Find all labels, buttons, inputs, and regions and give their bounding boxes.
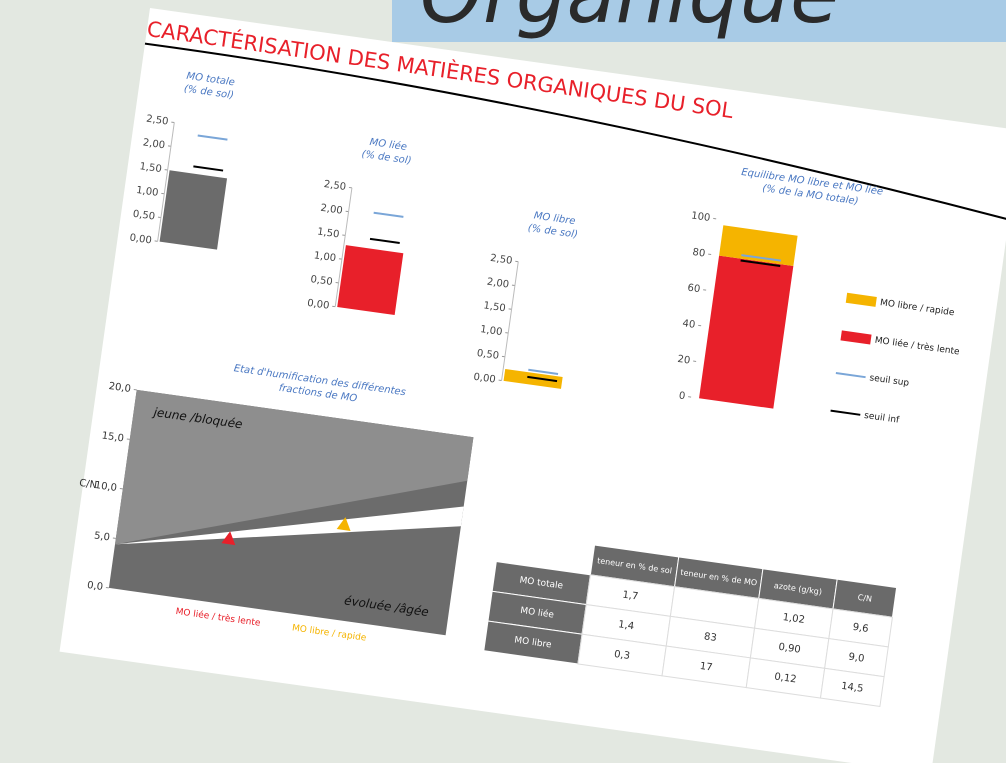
y-tick-label: 20 xyxy=(677,354,691,367)
cell-text: 1,4 xyxy=(618,619,635,632)
y-tick-label: 40 xyxy=(682,318,696,331)
cell-text: 9,0 xyxy=(848,652,865,665)
bar xyxy=(337,245,403,315)
cell-text: 17 xyxy=(699,661,713,674)
slide-title: Organique xyxy=(420,0,839,41)
bar xyxy=(160,170,227,249)
slide: Organique CARACTÉRISATION DES MATIÈRES O… xyxy=(0,0,1006,763)
y-tick-label: 0,0 xyxy=(86,580,103,593)
cell-text: 0,3 xyxy=(613,649,630,662)
y-tick-label: 80 xyxy=(692,247,706,260)
cell-text: 83 xyxy=(703,631,717,644)
document-card: CARACTÉRISATION DES MATIÈRES ORGANIQUES … xyxy=(56,7,1006,763)
y-tick-label: 5,0 xyxy=(93,530,110,543)
cell-text: 9,6 xyxy=(852,622,869,635)
y-tick-label: 60 xyxy=(687,283,701,296)
cell-text: 1,7 xyxy=(622,590,639,603)
